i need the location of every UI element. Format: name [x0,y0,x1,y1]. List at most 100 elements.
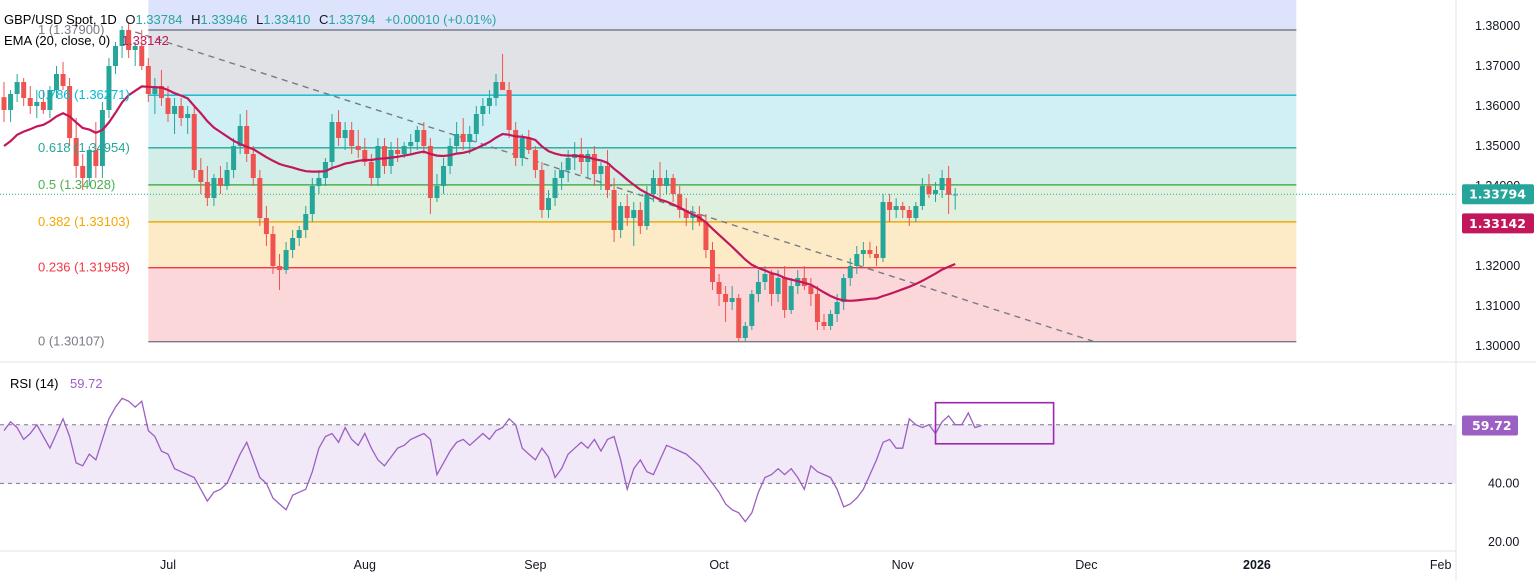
candle-body [709,250,715,282]
candle [506,82,512,138]
candle [532,146,538,178]
candle [132,42,138,66]
candle-body [703,222,709,250]
candle-body [106,66,112,110]
candle-body [742,326,748,338]
candle [93,122,99,178]
candle-body [1,97,7,110]
rsi-value-badge: 59.72 [1462,415,1518,436]
symbol-title[interactable]: GBP/USD Spot, 1D [4,12,117,27]
candle [395,138,401,162]
candle [559,162,565,190]
candle-body [21,82,27,98]
fib-label-0: 0 (1.30107) [38,334,105,349]
time-tick-label: 2026 [1243,558,1271,572]
candle [454,122,460,154]
high-value: 1.33946 [200,12,247,27]
candle [316,170,322,194]
candle-body [257,178,263,218]
candle-body [217,178,223,186]
rsi-axis[interactable]: 20.00 40.00 [1488,476,1519,549]
candle [742,322,748,342]
candle [906,206,912,226]
ema-line [3,85,956,302]
candle-body [126,30,132,50]
candle-body [145,66,151,94]
ema-legend-value: 1.33142 [122,33,169,48]
candle-body [952,194,958,196]
rsi-highlight-box[interactable] [934,401,1055,445]
candle [933,182,939,202]
candle-body [559,170,565,178]
candle [296,226,302,246]
candle-body [250,154,256,178]
fibonacci-levels[interactable] [148,29,1297,343]
candle-body [80,166,86,178]
candle-body [53,74,59,90]
ema-legend-label[interactable]: EMA (20, close, 0) [4,33,110,48]
candle [434,174,440,202]
candle [198,158,204,194]
candle-body [172,106,178,114]
candle [736,294,742,342]
candle-body [93,150,99,166]
price-tick-label: 1.32000 [1475,259,1520,273]
price-tick-label: 1.30000 [1475,339,1520,353]
candle [257,170,263,226]
candle [808,278,814,306]
candle [277,254,283,290]
candle [952,188,958,210]
time-tick-label: Jul [160,558,176,572]
candle [841,274,847,310]
candle-body [34,102,40,106]
candle-body [683,210,689,218]
candle [53,66,59,98]
fib-fill-0.786 [148,95,1297,148]
rsi-tick-label: 20.00 [1488,535,1519,549]
candle-body [650,178,656,194]
fib-fill-0.5 [148,184,1297,222]
open-label: O [125,12,135,27]
candle-body [414,130,420,142]
candle-body [578,154,584,162]
candle [828,310,834,330]
trendline[interactable] [134,31,1094,342]
rsi-tick-label: 40.00 [1488,476,1519,490]
time-axis[interactable]: Jul Aug Sep Oct Nov Dec 2026 Feb [160,558,1451,572]
candle-body [946,178,952,195]
candle [27,86,33,114]
candle [421,122,427,154]
candle [605,150,611,198]
rsi-last-value: 59.72 [1472,418,1512,433]
candle-body [336,122,342,138]
candle-body [349,130,355,146]
candle [355,130,361,158]
candle [1,82,7,122]
time-tick-label: Sep [524,558,546,572]
candle [139,30,145,70]
candle [631,202,637,246]
candle [381,138,387,174]
candle [178,98,184,126]
candle-body [893,206,899,210]
candle-body [690,214,696,218]
candle-body [539,170,545,210]
candle [821,314,827,330]
candle [539,162,545,218]
candle [552,170,558,206]
candle-body [395,150,401,154]
candle-body [473,114,479,134]
candle [782,266,788,318]
candle [106,58,112,118]
rsi-legend-label[interactable]: RSI (14) [10,376,58,391]
candle-body [408,142,414,146]
candle-body [657,178,663,186]
candle [513,122,519,166]
candle-body [47,90,53,110]
candle-body [919,186,925,206]
candle-body [867,250,873,254]
candle-body [73,138,79,166]
candle-body [454,134,460,146]
candle-body [749,294,755,326]
